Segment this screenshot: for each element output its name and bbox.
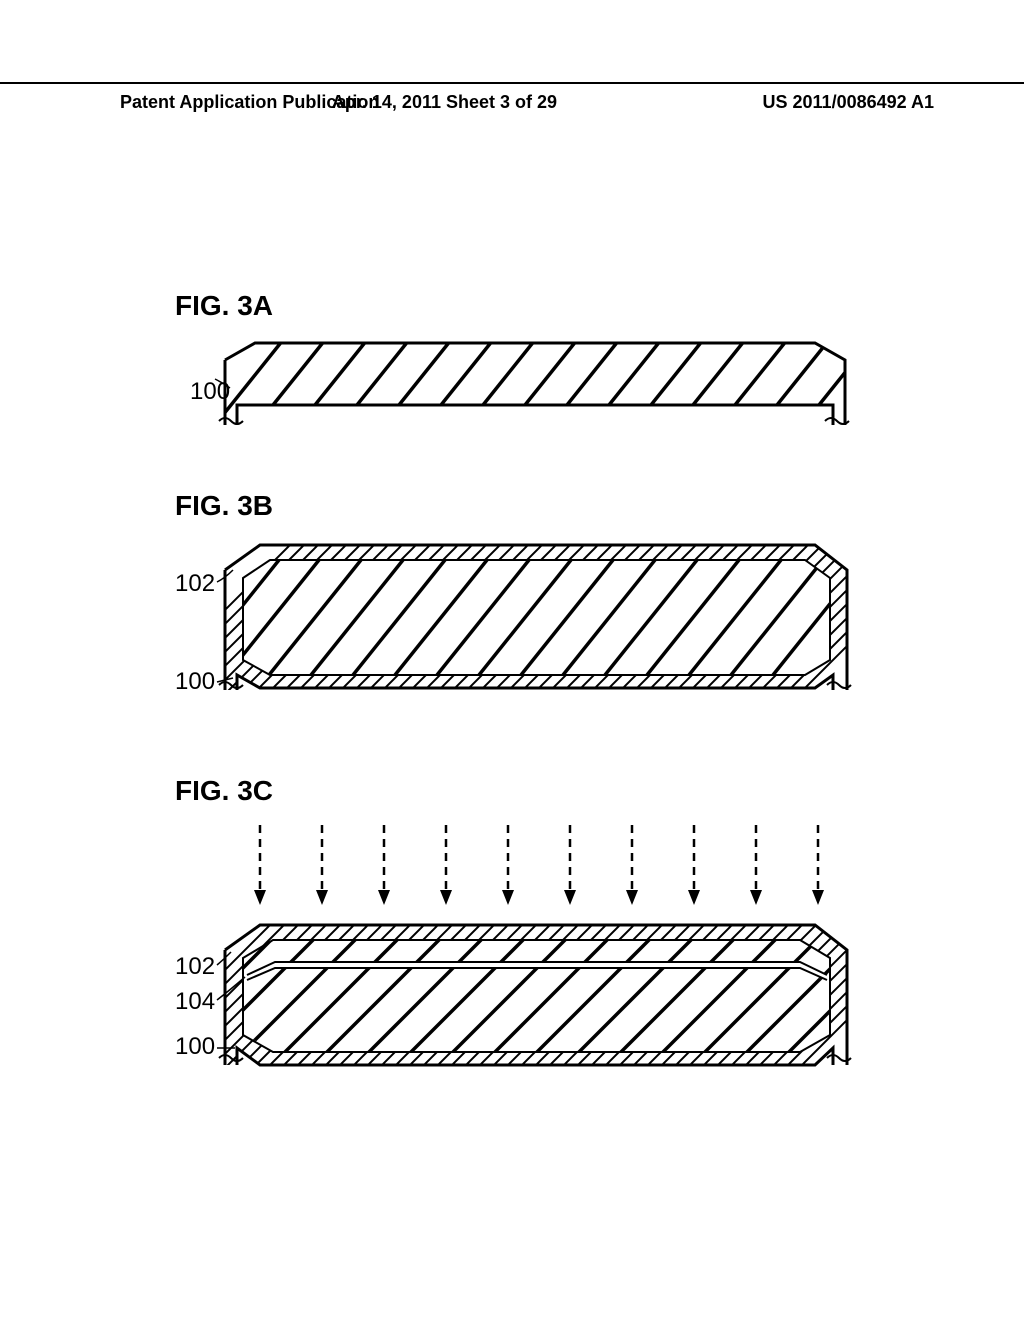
header-patent-number: US 2011/0086492 A1: [763, 92, 934, 113]
figure-3c-label: FIG. 3C: [175, 775, 273, 807]
figure-3a-drawing: [175, 335, 875, 445]
figure-3c-drawing: [175, 820, 875, 1080]
page-header: Patent Application Publication Apr. 14, …: [0, 82, 1024, 113]
header-date-sheet: Apr. 14, 2011 Sheet 3 of 29: [332, 92, 557, 113]
figure-3a-label: FIG. 3A: [175, 290, 273, 322]
figure-3b-label: FIG. 3B: [175, 490, 273, 522]
ion-implant-arrows: [254, 825, 824, 905]
figure-3b-drawing: [175, 540, 875, 705]
